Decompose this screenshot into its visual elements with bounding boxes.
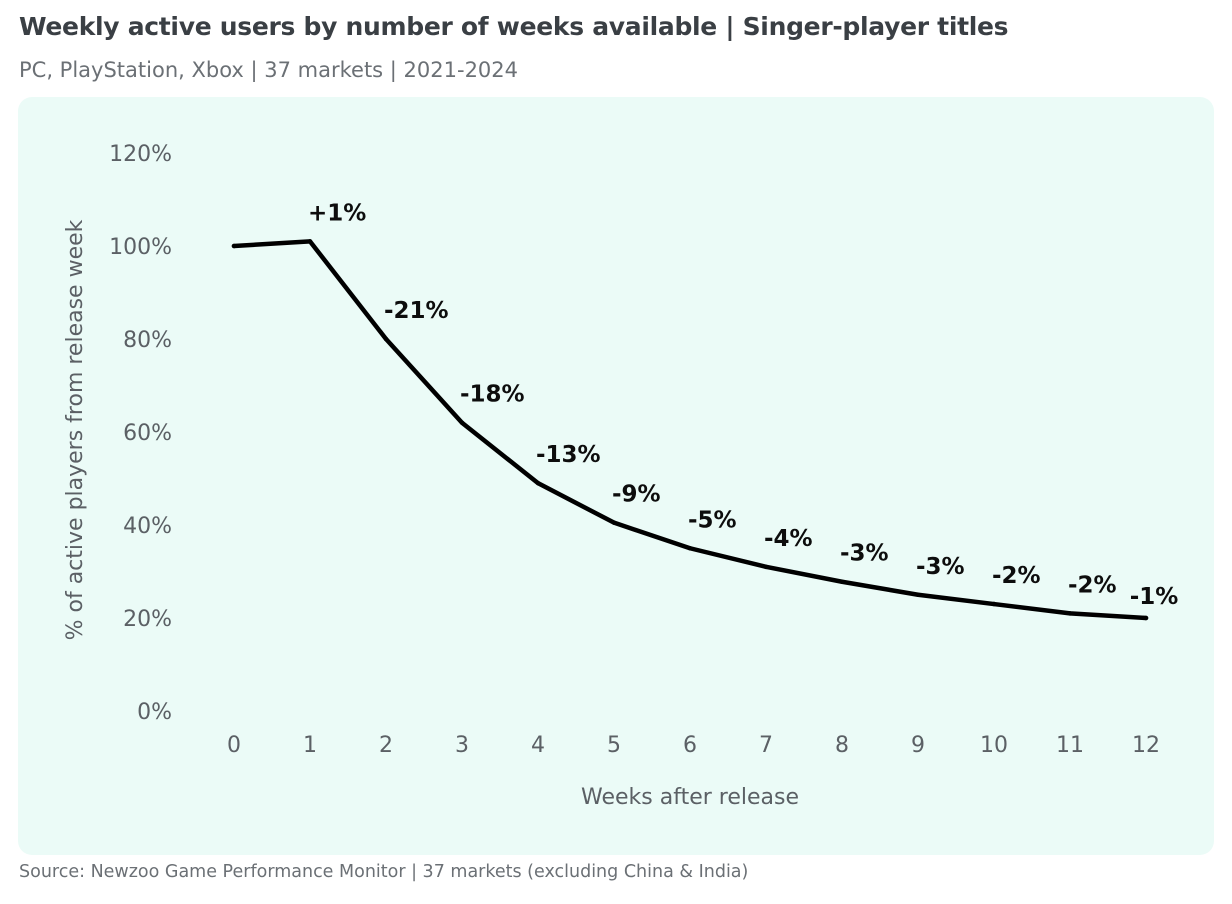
chart-subtitle: PC, PlayStation, Xbox | 37 markets | 202…: [19, 58, 519, 82]
y-tick-label: 60%: [123, 421, 172, 446]
data-label: -13%: [536, 442, 601, 468]
data-point: [839, 579, 845, 584]
data-label: -2%: [1068, 572, 1117, 598]
data-label: -2%: [992, 563, 1041, 589]
x-tick-label: 3: [455, 733, 469, 758]
y-tick-label: 100%: [109, 235, 172, 260]
x-tick-label: 2: [379, 733, 393, 758]
x-tick-label: 1: [303, 733, 317, 758]
data-label: -3%: [840, 541, 889, 567]
x-tick-label: 0: [227, 733, 241, 758]
chart-title: Weekly active users by number of weeks a…: [19, 12, 1009, 41]
data-label: +1%: [308, 200, 366, 226]
data-point: [459, 420, 465, 425]
y-tick-label: 0%: [137, 700, 172, 725]
x-tick-label: 6: [683, 733, 697, 758]
data-point: [1067, 611, 1073, 616]
data-label: -9%: [612, 482, 661, 508]
data-point: [915, 592, 921, 597]
data-point: [687, 546, 693, 551]
y-axis-title: % of active players from release week: [63, 219, 88, 640]
data-labels: +1% -21% -18% -13% -9% -5% -4% -3% -3% -2% -2% -1%: [308, 200, 1178, 610]
source-note: Source: Newzoo Game Performance Monitor …: [19, 862, 749, 882]
x-axis-ticks: 0 1 2 3 4 5 6 7 8 9 10 11 12: [227, 733, 1160, 758]
data-point: [1143, 615, 1149, 621]
series-group: [231, 239, 1149, 621]
data-label: -3%: [916, 554, 965, 580]
x-tick-label: 8: [835, 733, 849, 758]
x-tick-label: 11: [1056, 733, 1084, 758]
data-label: -1%: [1130, 584, 1179, 610]
x-tick-label: 10: [980, 733, 1008, 758]
series-line: [231, 239, 1149, 621]
data-point: [763, 564, 769, 570]
y-tick-label: 20%: [123, 607, 172, 632]
data-label: -18%: [460, 382, 525, 408]
data-label: -4%: [764, 526, 813, 552]
data-label: -21%: [384, 298, 449, 324]
y-tick-label: 40%: [123, 514, 172, 539]
data-point: [611, 520, 617, 525]
data-point: [307, 239, 313, 244]
x-tick-label: 5: [607, 733, 621, 758]
data-point: [231, 243, 237, 249]
y-tick-label: 80%: [123, 328, 172, 353]
x-tick-label: 12: [1132, 733, 1160, 758]
x-tick-label: 7: [759, 733, 773, 758]
data-label: -5%: [688, 507, 737, 533]
y-tick-label: 120%: [109, 142, 172, 167]
data-point: [991, 601, 997, 607]
x-tick-label: 9: [911, 733, 925, 758]
x-axis-title: Weeks after release: [581, 785, 799, 810]
chart-panel: [18, 97, 1214, 855]
data-point: [535, 480, 541, 486]
data-point: [383, 336, 389, 342]
y-axis-ticks: 0% 20% 40% 60% 80% 100% 120%: [109, 142, 172, 725]
x-tick-label: 4: [531, 733, 545, 758]
